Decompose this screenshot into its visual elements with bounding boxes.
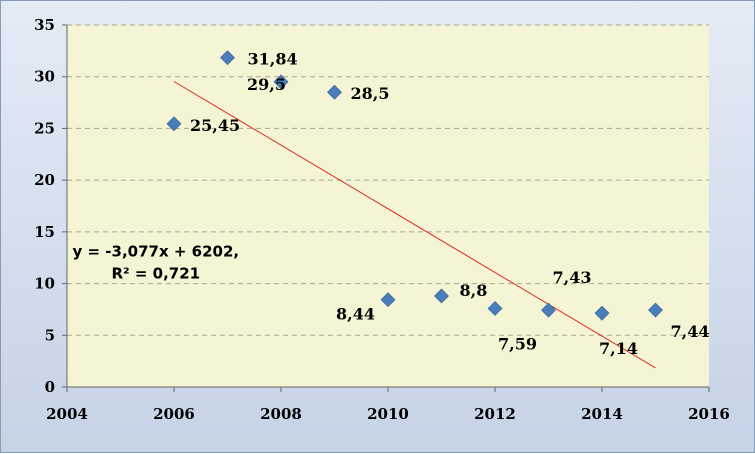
x-tick-label: 2014 [581, 405, 623, 423]
data-label: 7,44 [671, 322, 710, 341]
data-point-marker [166, 116, 182, 132]
data-label: 31,84 [248, 50, 298, 69]
gridlines [67, 24, 709, 336]
data-point-marker [273, 74, 289, 90]
data-point-marker [327, 84, 342, 100]
data-point-marker [380, 292, 396, 308]
x-tick-label: 2008 [260, 405, 302, 423]
data-point-marker [487, 301, 503, 316]
data-point-marker [220, 50, 235, 66]
data-point-marker [594, 305, 610, 321]
trendline-r-squared: R² = 0,721 [112, 264, 201, 282]
data-point-marker [434, 288, 449, 304]
x-tick-label: 2006 [153, 405, 195, 423]
data-label: 29,5 [247, 75, 286, 94]
data-points [166, 50, 663, 321]
y-tick-label: 15 [34, 223, 55, 241]
x-tick-label: 2016 [688, 405, 730, 423]
y-tick-label: 5 [45, 326, 55, 344]
trendline-equation: y = -3,077x + 6202, [73, 243, 240, 261]
data-label: 8,8 [460, 281, 488, 300]
y-tick-label: 10 [34, 275, 55, 293]
x-tick-label: 2012 [474, 405, 516, 423]
trendline [173, 81, 656, 369]
data-label: 7,43 [553, 268, 592, 287]
x-tick-label: 2004 [46, 405, 88, 423]
y-tick-label: 30 [34, 68, 55, 86]
y-tick-label: 20 [34, 171, 55, 189]
y-tick-label: 25 [34, 119, 55, 137]
y-axis-ticks: 0 5 10 15 20 25 30 35 [34, 16, 67, 396]
data-point-marker [541, 302, 556, 318]
data-point-marker [648, 302, 663, 318]
data-labels: 25,45 31,84 29,5 28,5 8,44 8,8 7,59 7,43 7,14 7,4… [190, 50, 709, 358]
data-label: 8,44 [336, 305, 375, 324]
data-label: 7,14 [599, 339, 638, 358]
x-axis-ticks: 2004 2006 2008 2010 2012 2014 2016 [46, 387, 730, 423]
data-label: 7,59 [498, 334, 537, 353]
y-tick-label: 35 [34, 16, 55, 34]
data-label: 25,45 [190, 116, 240, 135]
y-tick-label: 0 [45, 378, 55, 396]
data-label: 28,5 [351, 84, 390, 103]
plot-area [67, 25, 709, 387]
x-tick-label: 2010 [367, 405, 409, 423]
